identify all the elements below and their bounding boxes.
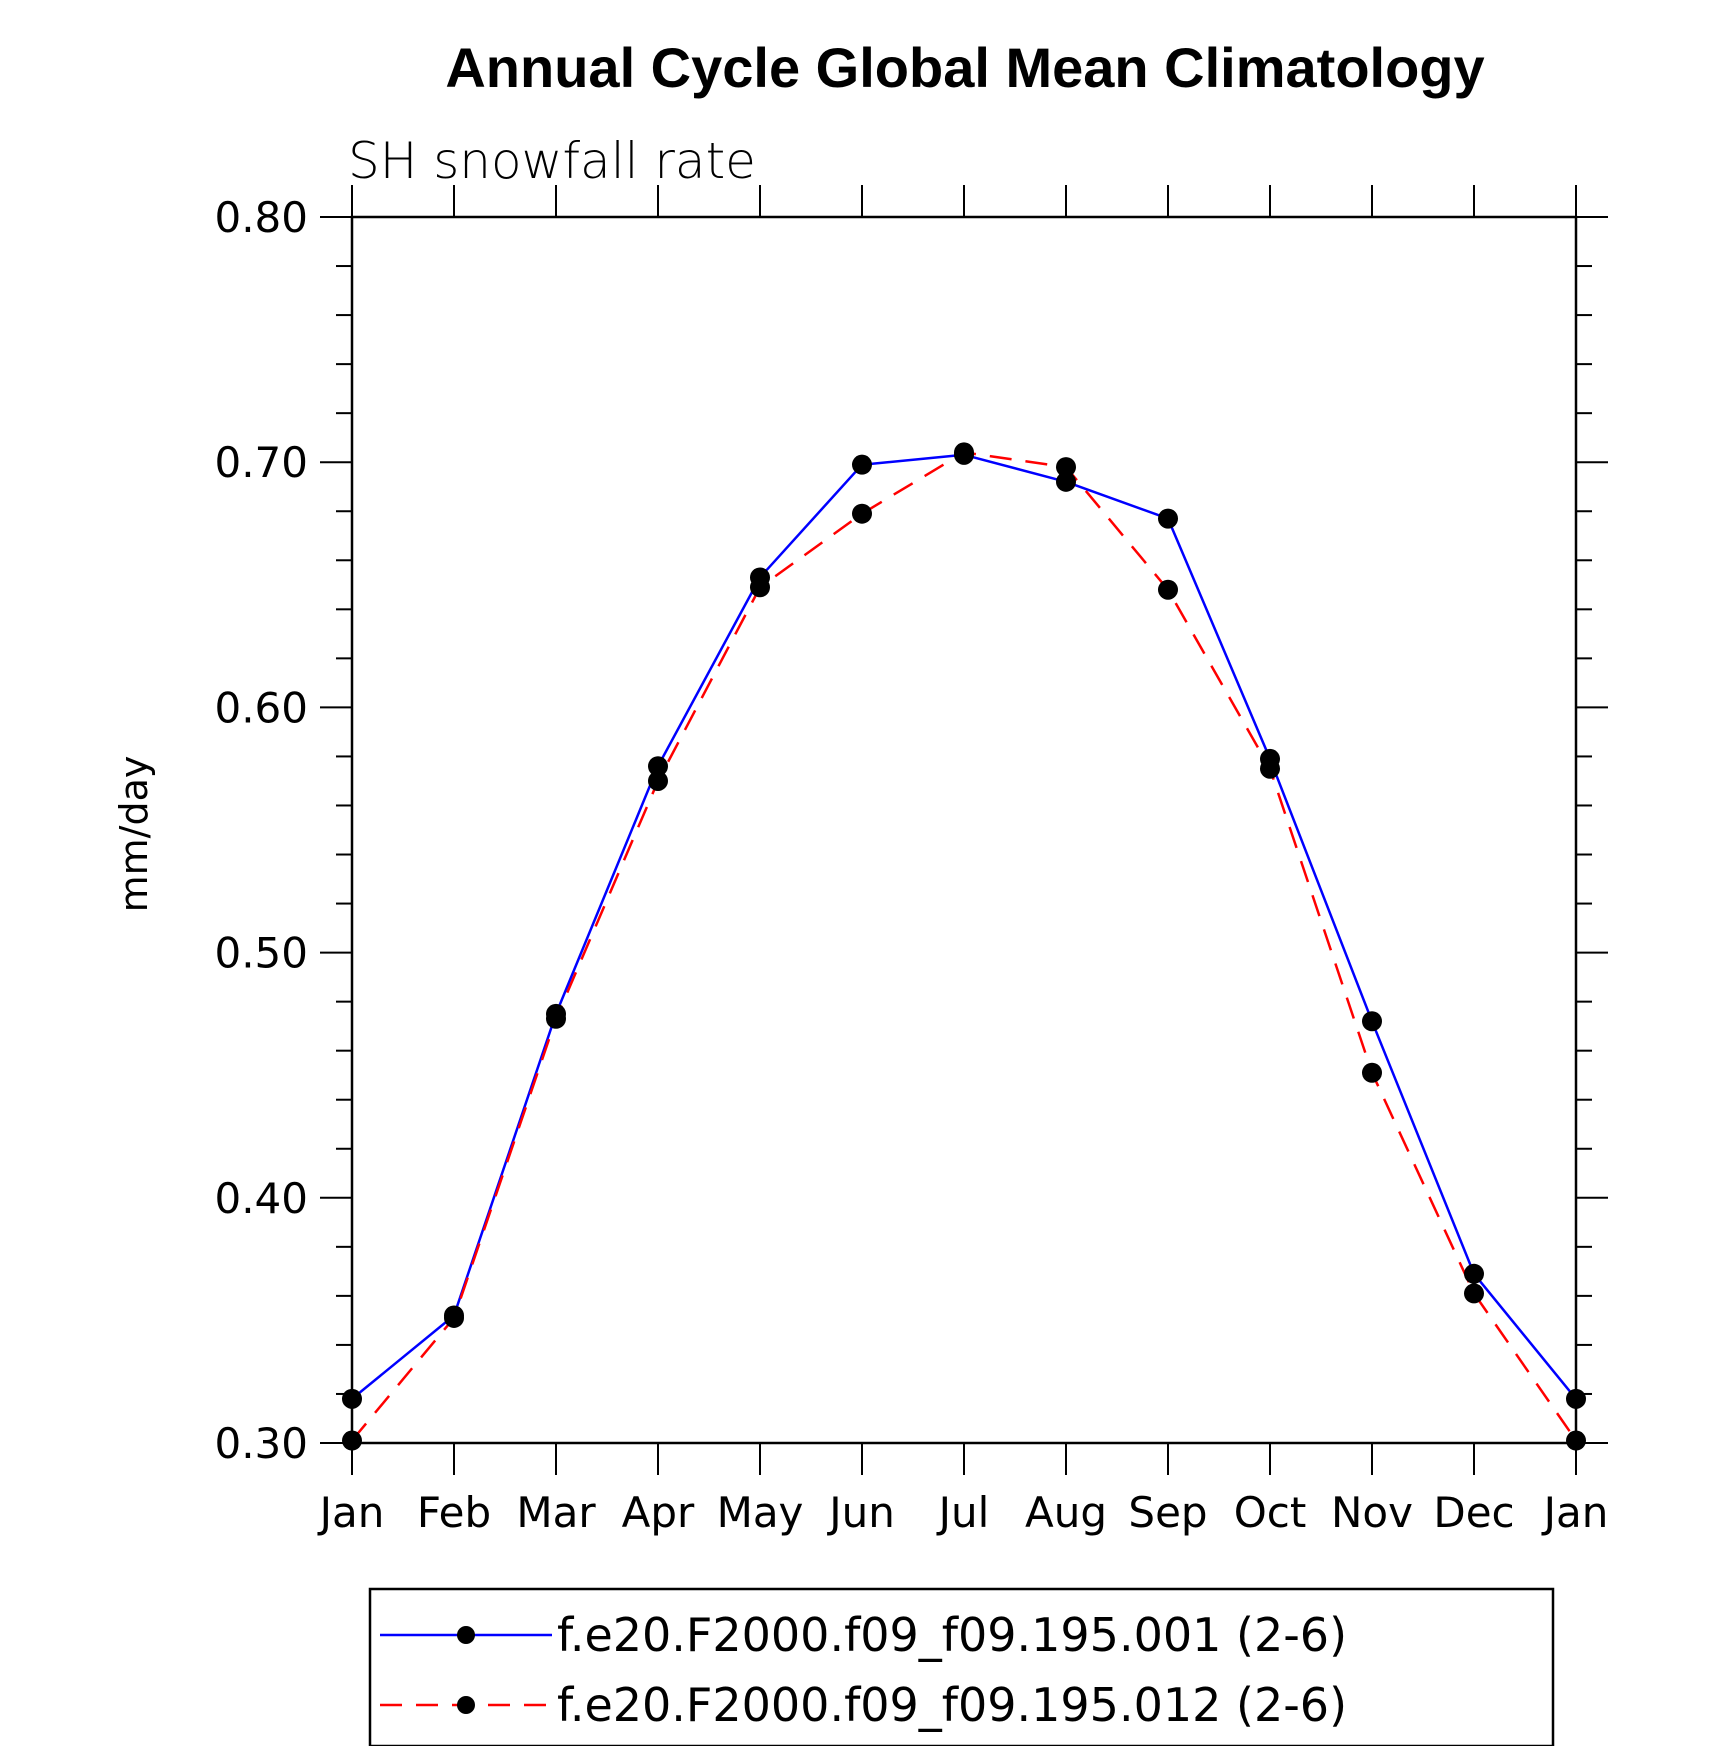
legend-label-1: f.e20.F2000.f09_f09.195.001 (2-6): [557, 1608, 1347, 1662]
legend-box: [368, 1587, 1555, 1746]
legend-marker-2: [457, 1696, 475, 1714]
data-point-series-2: [1158, 579, 1178, 600]
x-tick-label: Aug: [1025, 1488, 1107, 1537]
data-point-series-2: [1260, 758, 1280, 779]
data-point-series-2: [1464, 1283, 1484, 1304]
chart-subtitle: SH snowfall rate: [348, 132, 756, 190]
data-point-series-2: [1566, 1430, 1586, 1451]
chart-title: Annual Cycle Global Mean Climatology: [445, 36, 1484, 99]
data-point-series-2: [546, 1008, 566, 1029]
series-line-2: [351, 451, 1578, 1442]
legend: f.e20.F2000.f09_f09.195.001 (2-6) f.e20.…: [368, 1587, 1555, 1746]
x-tick-label: Jul: [936, 1488, 990, 1537]
y-tick-label: 0.60: [214, 683, 308, 732]
data-point-series-1: [342, 1388, 362, 1409]
legend-entry-2: f.e20.F2000.f09_f09.195.012 (2-6): [380, 1678, 1347, 1732]
data-point-series-2: [750, 577, 770, 598]
x-tick-label: May: [717, 1488, 804, 1537]
y-tick-label: 0.30: [214, 1419, 308, 1468]
data-point-series-2: [648, 770, 668, 791]
x-tick-label: Oct: [1234, 1488, 1307, 1537]
data-point-series-2: [1056, 457, 1076, 478]
data-point-series-1: [1158, 508, 1178, 529]
data-point-series-2: [342, 1430, 362, 1451]
y-axis-label: mm/day: [112, 756, 156, 913]
x-tick-label: Jan: [1541, 1488, 1609, 1537]
y-tick-label: 0.40: [214, 1174, 308, 1223]
data-point-series-2: [954, 442, 974, 463]
y-tick-label: 0.80: [214, 193, 308, 242]
legend-entry-1: f.e20.F2000.f09_f09.195.001 (2-6): [380, 1608, 1347, 1662]
x-tick-label: Sep: [1128, 1488, 1207, 1537]
tick-labels: 0.30 0.40 0.50 0.60 0.70 0.80 Jan Feb Mar Apr May J…: [214, 193, 1608, 1537]
x-tick-label: Feb: [417, 1488, 491, 1537]
data-point-series-1: [1056, 471, 1076, 492]
axes: [320, 185, 1608, 1475]
x-tick-label: Apr: [622, 1488, 695, 1537]
data-point-series-1: [852, 454, 872, 475]
y-tick-label: 0.50: [214, 929, 308, 978]
series-layer: [342, 442, 1586, 1451]
plot-frame: [350, 215, 1578, 1445]
data-point-series-2: [1362, 1062, 1382, 1083]
data-point-series-2: [444, 1307, 464, 1328]
x-tick-label: Nov: [1331, 1488, 1413, 1537]
data-point-series-1: [1464, 1263, 1484, 1284]
legend-label-2: f.e20.F2000.f09_f09.195.012 (2-6): [557, 1678, 1347, 1732]
data-point-series-1: [1362, 1011, 1382, 1032]
series-line-1: [351, 453, 1577, 1400]
data-point-series-1: [1566, 1388, 1586, 1409]
data-point-series-1: [648, 756, 668, 777]
x-tick-label: Jun: [826, 1488, 895, 1537]
legend-marker-1: [457, 1626, 475, 1644]
x-tick-label: Jan: [317, 1488, 385, 1537]
y-tick-label: 0.70: [214, 438, 308, 487]
x-tick-label: Mar: [516, 1488, 596, 1537]
x-tick-label: Dec: [1433, 1488, 1514, 1537]
data-point-series-2: [852, 503, 872, 524]
